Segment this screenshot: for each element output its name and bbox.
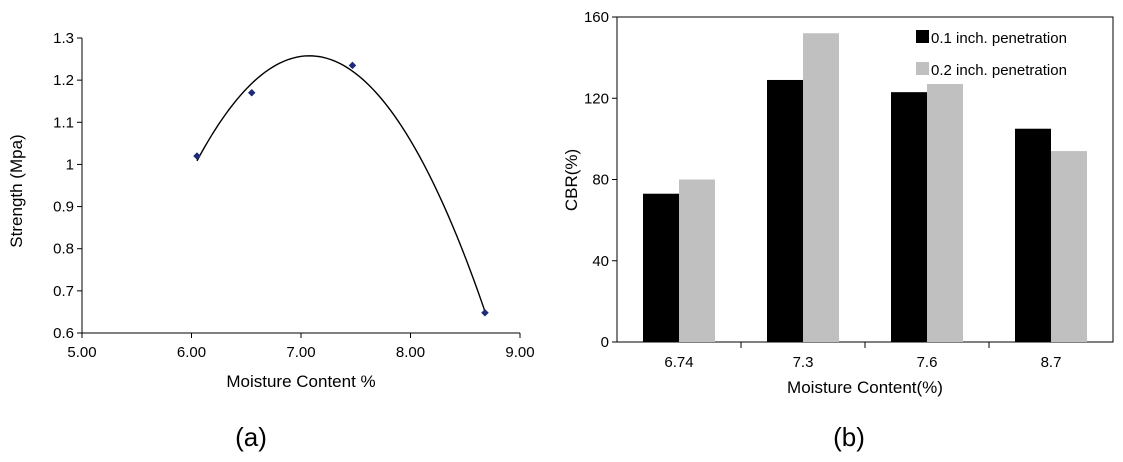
panel-b-ytick-label: 160 bbox=[584, 9, 609, 26]
panel-b-bar-series-1 bbox=[643, 193, 679, 342]
panel-b-xtick-label: 7.3 bbox=[793, 354, 814, 371]
panel-b-xtick-label: 7.6 bbox=[917, 354, 938, 371]
panel-b-ytick-label: 80 bbox=[592, 172, 609, 189]
panel-b-ytick-label: 0 bbox=[601, 334, 609, 351]
panel-a-data-point bbox=[481, 308, 489, 317]
panel-b-ytick-label: 120 bbox=[584, 90, 609, 107]
panel-a-ylabel: Strength (Mpa) bbox=[7, 134, 26, 247]
panel-b-bar-series-2 bbox=[803, 33, 839, 342]
panel-b-bar-series-1 bbox=[891, 92, 927, 342]
panel-a-chart: Strength (Mpa) 0.6 0.7 0.8 0.9 1 1.1 1.2 1.3 5.… bbox=[7, 30, 535, 452]
panel-b-legend: 0.1 inch. penetration 0.2 inch. penetrat… bbox=[916, 30, 1067, 79]
legend-swatch-series-2 bbox=[916, 62, 929, 75]
panel-a-data-point bbox=[348, 61, 357, 70]
panel-b-ylabel: CBR(%) bbox=[562, 149, 581, 211]
panel-b-bar-series-1 bbox=[767, 79, 803, 342]
panel-b-xtick-label: 6.74 bbox=[664, 354, 693, 371]
panel-a-data-point bbox=[193, 152, 201, 160]
panel-a-ytick-label: 0.9 bbox=[53, 199, 74, 216]
legend-label-series-1: 0.1 inch. penetration bbox=[931, 30, 1067, 47]
panel-a-xlabel: Moisture Content % bbox=[226, 372, 375, 391]
panel-a-ytick-label: 0.6 bbox=[53, 325, 74, 342]
panel-a-xtick-label: 8.00 bbox=[396, 344, 425, 361]
panel-a-ytick-label: 1.1 bbox=[53, 114, 74, 131]
panel-a-ytick-label: 1.2 bbox=[53, 72, 74, 89]
panel-b-xtick-label: 8.7 bbox=[1041, 354, 1062, 371]
panel-b-bar-series-2 bbox=[679, 179, 715, 342]
panel-b-label: (b) bbox=[833, 422, 865, 452]
panel-b-chart: CBR(%) 0 40 80 120 160 6.74 7.3 7.6 8.7 0.1 inc… bbox=[562, 9, 1114, 452]
panel-b-bar-series-2 bbox=[927, 84, 963, 342]
panel-a-label: (a) bbox=[235, 422, 267, 452]
panel-a-xtick-label: 7.00 bbox=[286, 344, 315, 361]
panel-a-ytick-label: 0.7 bbox=[53, 283, 74, 300]
legend-swatch-series-1 bbox=[916, 30, 929, 43]
panel-b-bar-series-1 bbox=[1015, 128, 1051, 342]
panel-b-ytick-label: 40 bbox=[592, 253, 609, 270]
legend-label-series-2: 0.2 inch. penetration bbox=[931, 62, 1067, 79]
panel-a-xtick-label: 6.00 bbox=[177, 344, 206, 361]
panel-a-ytick-label: 1.3 bbox=[53, 30, 74, 47]
panel-a-ytick-label: 0.8 bbox=[53, 241, 74, 258]
panel-a-data-point bbox=[247, 88, 256, 97]
panel-b-xlabel: Moisture Content(%) bbox=[787, 378, 943, 397]
panel-a-trendline bbox=[196, 55, 486, 312]
panel-b-bar-series-2 bbox=[1051, 151, 1087, 342]
panel-a-xtick-label: 5.00 bbox=[67, 344, 96, 361]
panel-a-xtick-label: 9.00 bbox=[505, 344, 534, 361]
panel-a-ytick-label: 1 bbox=[66, 156, 74, 173]
